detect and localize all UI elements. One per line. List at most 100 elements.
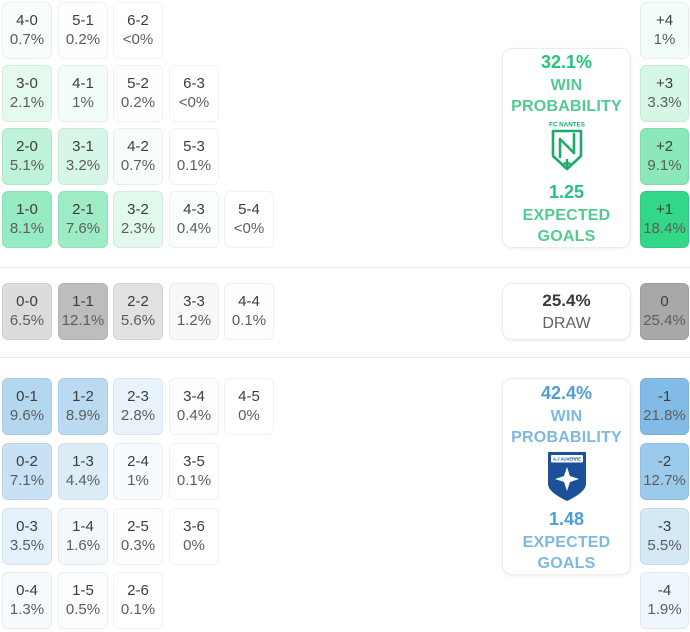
score-cell-probability: 5.1% [9, 157, 45, 174]
score-cell-label: 1-1 [72, 293, 94, 310]
away-expected-label: EXPECTED [522, 533, 611, 551]
score-cell-label: 5-1 [72, 12, 94, 29]
score-cell-label: 1-2 [72, 388, 94, 405]
goal-diff-cell-label: -4 [657, 582, 672, 599]
score-cell: 1-2 8.9% [58, 378, 108, 435]
score-cell-probability: 0.2% [65, 31, 101, 48]
away-probability-label: PROBABILITY [511, 428, 622, 446]
goal-diff-cell: -1 21.8% [640, 378, 689, 435]
score-cell-label: 3-5 [183, 453, 205, 470]
score-cell-probability: 2.8% [120, 407, 156, 424]
goal-diff-cell: +2 9.1% [640, 128, 689, 185]
score-cell-label: 0-1 [16, 388, 38, 405]
score-cell-label: 3-3 [183, 293, 205, 310]
score-cell: 4-5 0% [224, 378, 274, 435]
score-cell-probability: 0.1% [120, 601, 156, 618]
score-cell: 0-2 7.1% [2, 443, 52, 500]
score-cell-probability: 4.4% [65, 472, 101, 489]
score-cell-probability: 2.3% [120, 220, 156, 237]
score-cell-label: 4-5 [238, 388, 260, 405]
score-cell-probability: 1.6% [65, 537, 101, 554]
home-win-label: WIN [550, 77, 583, 94]
score-cell-label: 3-0 [16, 75, 38, 92]
score-cell: 4-0 0.7% [2, 2, 52, 59]
score-cell-label: 1-4 [72, 518, 94, 535]
score-cell-probability: 1.2% [176, 312, 212, 329]
goal-diff-cell-probability: 5.5% [647, 537, 682, 554]
score-cell: 1-0 8.1% [2, 191, 52, 248]
score-cell: 0-4 1.3% [2, 572, 52, 629]
score-cell-probability: 8.9% [65, 407, 101, 424]
score-cell: 0-3 3.5% [2, 508, 52, 565]
score-cell: 3-4 0.4% [169, 378, 219, 435]
section-divider [0, 357, 690, 358]
score-cell-probability: 0.7% [9, 31, 45, 48]
score-cell-probability: 8.1% [9, 220, 45, 237]
goal-diff-cell-label: +2 [655, 138, 674, 155]
score-cell-label: 1-5 [72, 582, 94, 599]
score-cell-probability: <0% [178, 94, 210, 111]
score-cell: 1-3 4.4% [58, 443, 108, 500]
score-cell-label: 4-1 [72, 75, 94, 92]
score-cell-label: 5-4 [238, 201, 260, 218]
score-cell-probability: 2.1% [9, 94, 45, 111]
score-cell: 5-3 0.1% [169, 128, 219, 185]
score-cell-probability: 0.1% [231, 312, 267, 329]
score-cell: 3-1 3.2% [58, 128, 108, 185]
goal-diff-cell-probability: 21.8% [643, 407, 686, 424]
goal-diff-cell-probability: 18.4% [643, 220, 686, 237]
score-cell-label: 6-2 [127, 12, 149, 29]
score-cell: 6-3 <0% [169, 65, 219, 122]
goal-diff-cell: +1 18.4% [640, 191, 689, 248]
away-goals-label: GOALS [537, 554, 596, 572]
score-cell: 3-5 0.1% [169, 443, 219, 500]
home-expected-label: EXPECTED [522, 207, 611, 224]
score-cell: 1-4 1.6% [58, 508, 108, 565]
score-cell-label: 4-0 [16, 12, 38, 29]
score-cell-probability: 0.4% [176, 407, 212, 424]
score-cell-probability: 7.6% [65, 220, 101, 237]
goal-diff-cell: 0 25.4% [640, 283, 689, 340]
score-cell: 0-0 6.5% [2, 283, 52, 340]
away-win-panel: 42.4% WIN PROBABILITY A.J AUXERRE 1.48 E… [502, 378, 631, 575]
score-cell-probability: 0% [238, 407, 260, 424]
score-cell-probability: 9.6% [9, 407, 45, 424]
score-cell: 2-3 2.8% [113, 378, 163, 435]
score-cell-probability: 0.1% [176, 157, 212, 174]
score-cell: 2-0 5.1% [2, 128, 52, 185]
home-expected-goals-value: 1.25 [548, 182, 585, 202]
score-cell-label: 1-0 [16, 201, 38, 218]
goal-diff-cell-probability: 9.1% [647, 157, 682, 174]
score-cell-label: 2-3 [127, 388, 149, 405]
score-cell: 5-1 0.2% [58, 2, 108, 59]
score-cell: 5-2 0.2% [113, 65, 163, 122]
score-cell-label: 3-6 [183, 518, 205, 535]
home-win-panel: 32.1% WIN PROBABILITY FC NANTES 1.25 EXP… [502, 48, 631, 248]
score-cell: 4-1 1% [58, 65, 108, 122]
score-cell: 0-1 9.6% [2, 378, 52, 435]
home-win-probability-value: 32.1% [540, 52, 593, 72]
score-cell-label: 6-3 [183, 75, 205, 92]
score-cell-probability: 3.2% [65, 157, 101, 174]
aj-auxerre-logo-text: A.J AUXERRE [553, 456, 581, 461]
score-cell-label: 3-4 [183, 388, 205, 405]
score-cell: 4-2 0.7% [113, 128, 163, 185]
goal-diff-cell-probability: 1.9% [647, 601, 682, 618]
away-win-label: WIN [550, 407, 583, 425]
score-cell-probability: <0% [233, 220, 265, 237]
score-cell-probability: 0.3% [120, 537, 156, 554]
score-cell: 1-1 12.1% [58, 283, 108, 340]
score-cell-label: 3-2 [127, 201, 149, 218]
score-cell: 4-4 0.1% [224, 283, 274, 340]
score-cell-label: 0-4 [16, 582, 38, 599]
score-cell-probability: 12.1% [61, 312, 105, 329]
goal-diff-cell: +4 1% [640, 2, 689, 59]
score-cell: 3-0 2.1% [2, 65, 52, 122]
goal-diff-cell-label: -3 [657, 518, 672, 535]
score-cell-label: 1-3 [72, 453, 94, 470]
score-cell: 5-4 <0% [224, 191, 274, 248]
score-cell-label: 0-3 [16, 518, 38, 535]
score-cell: 3-3 1.2% [169, 283, 219, 340]
score-cell-label: 4-3 [183, 201, 205, 218]
